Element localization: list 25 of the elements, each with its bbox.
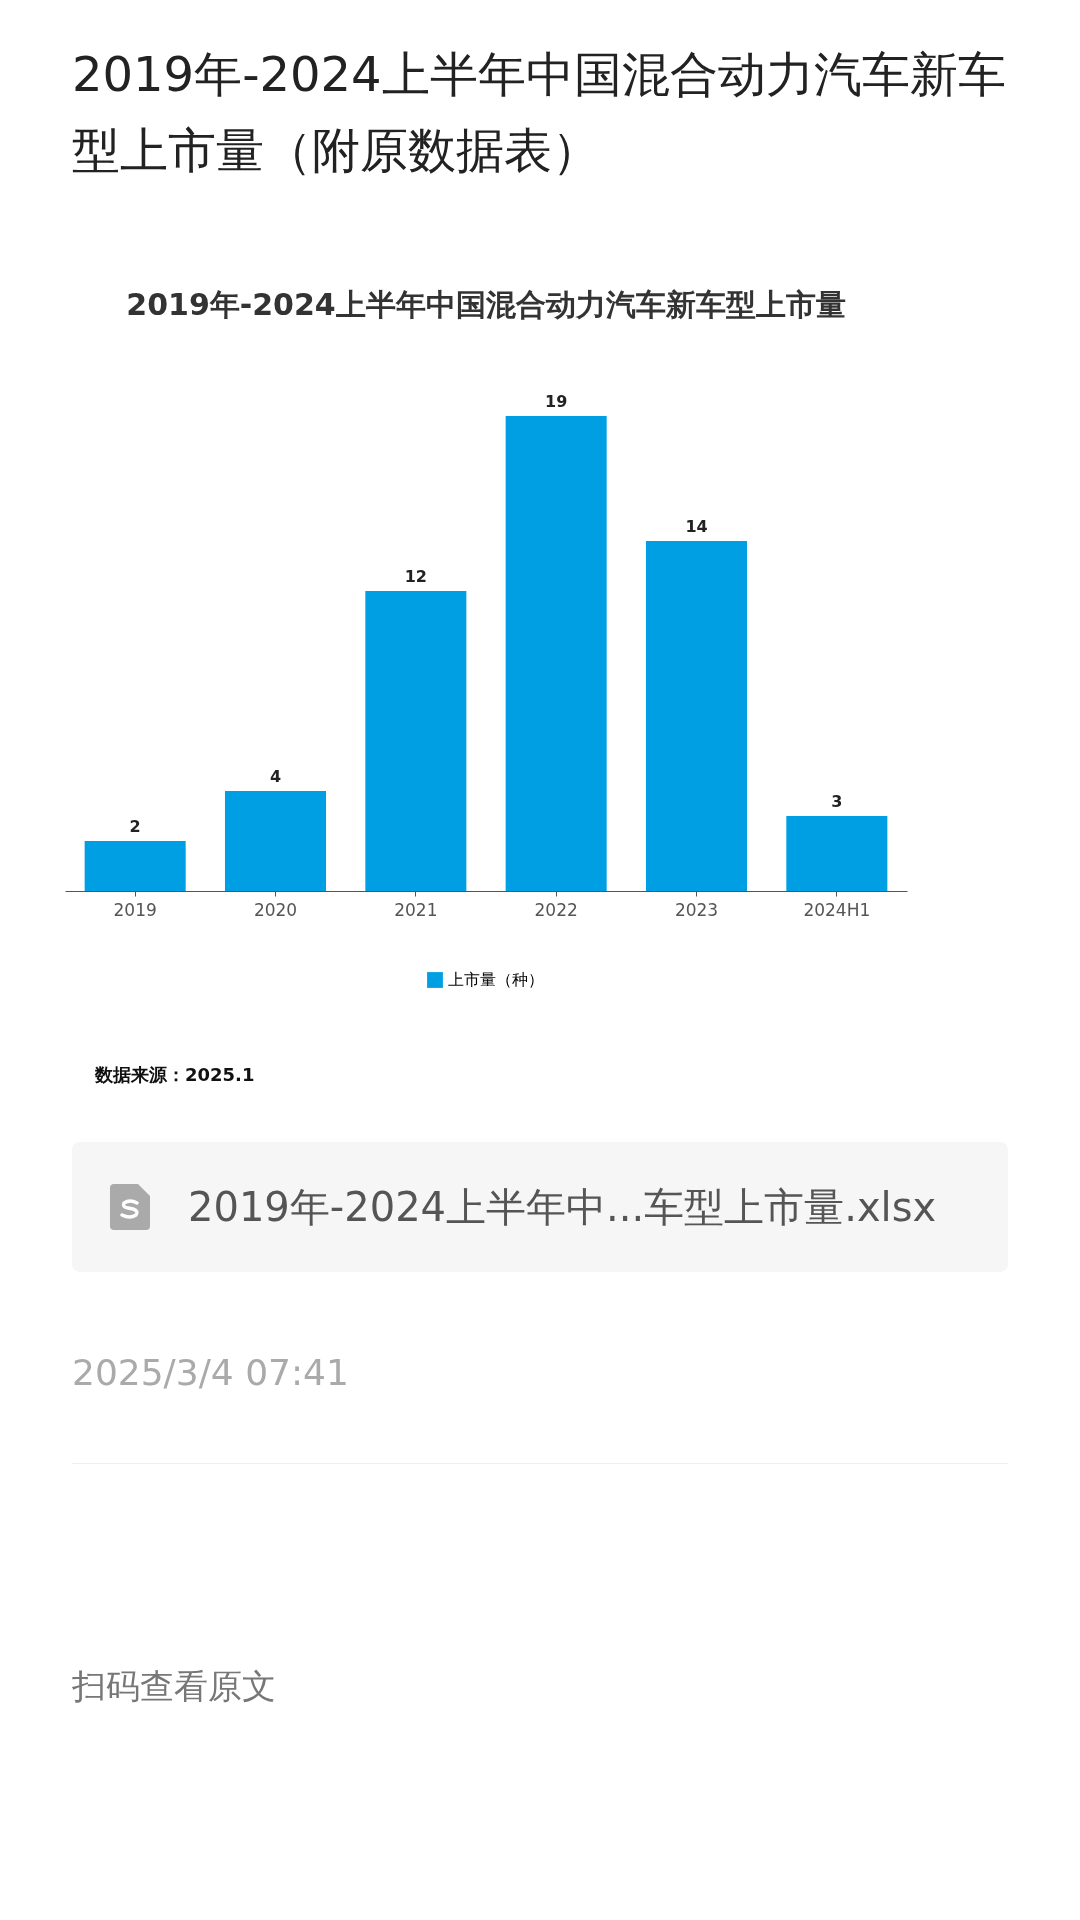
data-label: 2 — [129, 817, 141, 836]
data-label: 19 — [545, 392, 568, 411]
text: 2019年-2024上半年中国混合动力汽车新车型上市量（附原数据表） — [71, 45, 1007, 180]
chart-title: 2019年-2024上半年中国混合动力汽车新车型上市量 — [126, 287, 846, 322]
bar — [224, 791, 327, 891]
x-tick-label: 2020 — [253, 899, 298, 920]
x-tick-label: 2022 — [534, 899, 578, 920]
bar — [645, 541, 748, 891]
bar — [505, 416, 607, 891]
bar — [84, 841, 186, 891]
x-tick-label: 2023 — [674, 899, 719, 920]
data-label: 3 — [831, 792, 843, 811]
x-tick-label: 2019 — [113, 899, 157, 920]
bar — [786, 816, 888, 891]
x-tick-label: 2024H1 — [803, 899, 871, 920]
text: 2025/3/4 07:41 — [72, 1352, 350, 1393]
data-label: 14 — [685, 517, 708, 536]
text: 扫码查看原文 — [72, 1665, 277, 1708]
data-label: 12 — [404, 567, 427, 586]
x-tick-label: 2021 — [394, 899, 438, 920]
legend-label: 上市量（种） — [448, 970, 544, 989]
source-note: 数据来源：2025.1 — [95, 1063, 256, 1087]
bar — [365, 591, 467, 891]
text: 2019年-2024上半年中...车型上市量.xlsx — [188, 1182, 937, 1232]
data-label: 4 — [269, 767, 282, 786]
